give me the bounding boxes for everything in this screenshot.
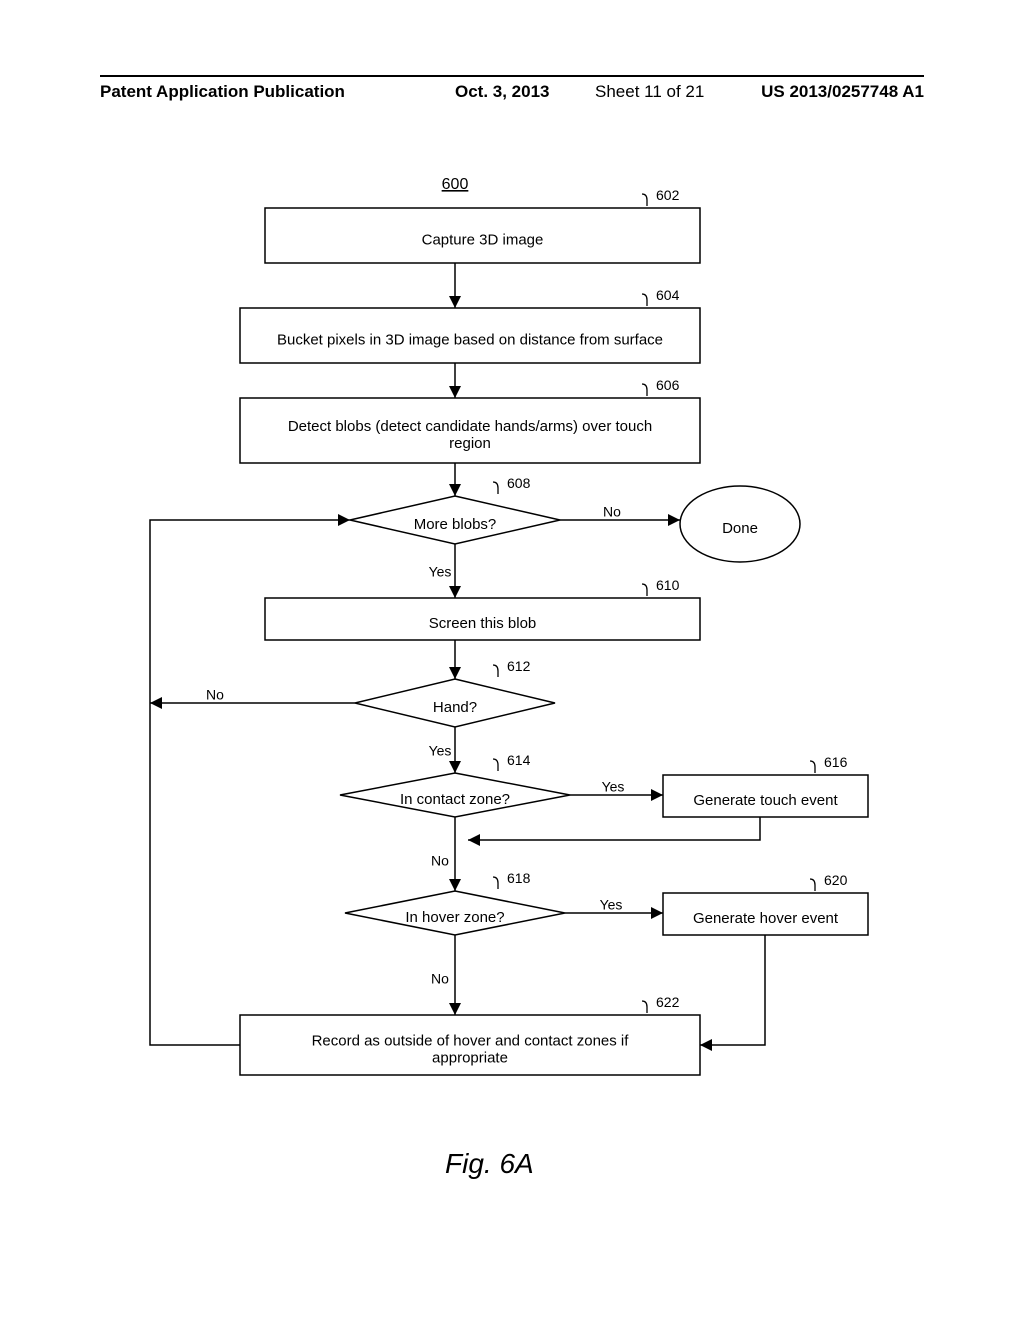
svg-text:In hover zone?: In hover zone? [405, 909, 504, 926]
svg-text:No: No [206, 687, 224, 703]
svg-text:604: 604 [656, 287, 680, 303]
svg-text:600: 600 [442, 176, 469, 193]
svg-text:622: 622 [656, 994, 680, 1010]
svg-text:616: 616 [824, 754, 848, 770]
svg-text:region: region [449, 435, 491, 452]
svg-text:Yes: Yes [429, 564, 452, 580]
svg-text:Screen this blob: Screen this blob [429, 615, 537, 632]
page: Patent Application Publication Oct. 3, 2… [0, 0, 1024, 1320]
svg-text:612: 612 [507, 658, 531, 674]
svg-text:610: 610 [656, 577, 680, 593]
svg-text:Detect blobs (detect candidate: Detect blobs (detect candidate hands/arm… [288, 418, 652, 435]
svg-text:608: 608 [507, 475, 531, 491]
svg-text:614: 614 [507, 752, 531, 768]
svg-text:Generate hover event: Generate hover event [693, 910, 839, 927]
svg-text:620: 620 [824, 872, 848, 888]
svg-text:No: No [431, 971, 449, 987]
svg-text:618: 618 [507, 870, 531, 886]
svg-text:In contact zone?: In contact zone? [400, 791, 510, 808]
svg-text:No: No [431, 853, 449, 869]
svg-text:Yes: Yes [429, 743, 452, 759]
svg-text:Yes: Yes [600, 897, 623, 913]
svg-text:Yes: Yes [602, 779, 625, 795]
flowchart: 600 Capture 3D image 602 Bucket pixels in 3… [0, 0, 1024, 1320]
svg-text:More blobs?: More blobs? [414, 516, 497, 533]
svg-text:Hand?: Hand? [433, 699, 477, 716]
svg-text:Done: Done [722, 520, 758, 537]
svg-text:Record as outside of hover and: Record as outside of hover and contact z… [312, 1032, 630, 1049]
svg-text:appropriate: appropriate [432, 1049, 508, 1066]
figure-caption: Fig. 6A [445, 1148, 534, 1180]
svg-text:602: 602 [656, 187, 680, 203]
svg-text:Generate touch event: Generate touch event [693, 792, 838, 809]
svg-text:606: 606 [656, 377, 680, 393]
svg-text:Bucket pixels in 3D image base: Bucket pixels in 3D image based on dista… [277, 331, 663, 348]
svg-text:No: No [603, 504, 621, 520]
svg-text:Capture 3D image: Capture 3D image [422, 231, 544, 248]
